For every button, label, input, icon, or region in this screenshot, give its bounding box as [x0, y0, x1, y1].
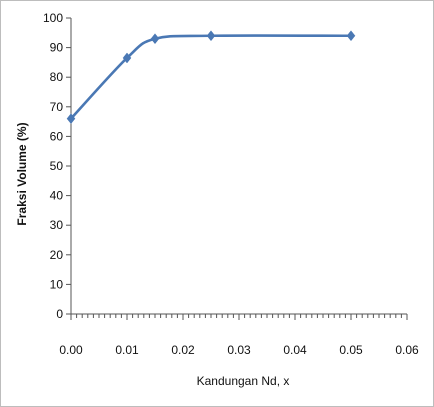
data-point	[122, 52, 132, 64]
x-tick-label: 0.00	[59, 343, 83, 357]
x-tick-label: 0.01	[115, 343, 139, 357]
data-point	[206, 30, 216, 42]
y-tick-label: 60	[50, 129, 64, 143]
series	[66, 30, 356, 125]
y-tick-label: 10	[50, 277, 64, 291]
x-tick-label: 0.05	[339, 343, 363, 357]
x-axis-title: Kandungan Nd, x	[197, 374, 290, 388]
y-tick-label: 80	[50, 70, 64, 84]
x-tick-label: 0.03	[227, 343, 251, 357]
y-tick-label: 20	[50, 248, 64, 262]
y-ticks	[66, 17, 71, 315]
x-tick-label: 0.02	[171, 343, 195, 357]
data-point	[66, 113, 76, 125]
data-point	[150, 33, 160, 45]
y-tick-label: 0	[56, 307, 63, 321]
y-tick-label: 90	[50, 41, 64, 55]
x-ticks	[70, 314, 408, 320]
x-tick-labels: 0.00 0.01 0.02 0.03 0.04 0.05 0.06	[59, 343, 419, 357]
y-axis-title: Fraksi Volume (%)	[15, 122, 29, 225]
x-tick-label: 0.06	[395, 343, 419, 357]
y-tick-label: 40	[50, 189, 64, 203]
x-tick-label: 0.04	[283, 343, 307, 357]
y-tick-label: 100	[43, 11, 63, 25]
series-line	[69, 34, 353, 120]
y-tick-label: 50	[50, 159, 64, 173]
y-tick-label: 70	[50, 100, 64, 114]
y-tick-labels: 0 10 20 30 40 50 60 70 80 90 100	[43, 11, 63, 321]
y-tick-label: 30	[50, 218, 64, 232]
data-point	[346, 30, 356, 42]
